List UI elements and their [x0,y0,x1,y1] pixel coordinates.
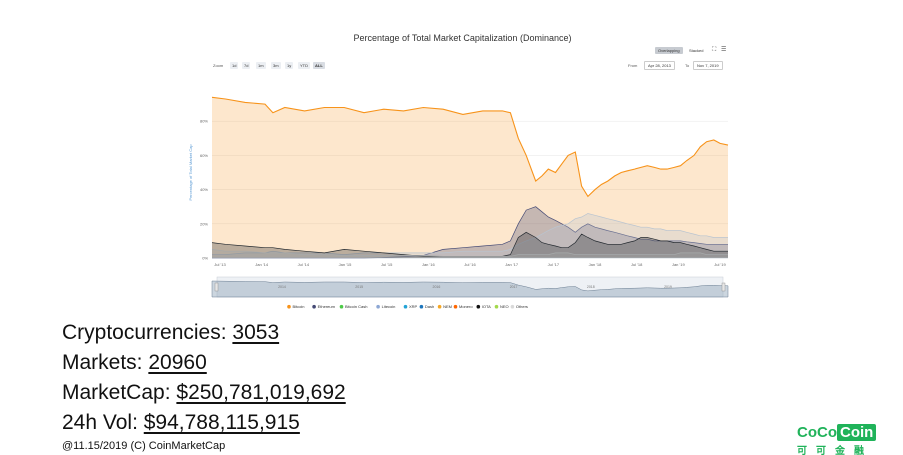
stacked-button[interactable]: Stacked [689,48,704,53]
market-stats: Cryptocurrencies: 3053 Markets: 20960 Ma… [62,318,346,438]
marketcap-label: MarketCap: [62,381,171,404]
x-tick-label: Jul '19 [714,262,726,267]
navigator-tick-label: 2015 [355,285,363,289]
series-area-others [212,213,728,258]
overlapping-button[interactable]: Overlapping [655,47,683,54]
legend-marker-neo [494,304,499,309]
navigator-tick-label: 2019 [664,285,672,289]
series-line-others [212,213,728,255]
legend-marker-nem [437,304,442,309]
navigator-series [211,280,729,298]
logo-chinese-text: 可可金融 [797,446,873,455]
x-tick-label: Jul '17 [548,262,560,267]
cococoin-logo: CoCo Coin 可可金融 [797,424,881,455]
logo-wordmark: CoCo Coin [797,424,881,441]
legend-item-bitcoin-cash: Bitcoin Cash [345,304,367,309]
markets-value: 20960 [148,351,207,374]
y-tick-label: 40% [200,187,208,192]
navigator-tick-label: 2014 [278,285,286,289]
legend-marker-bitcoin [287,304,291,309]
legend-marker-xrp [403,304,408,309]
legend-marker-others [510,304,515,309]
fullscreen-icon[interactable]: ⛶ [712,47,717,53]
y-tick-label: 80% [200,119,208,124]
logo-text-b: Coin [837,424,877,441]
x-tick-label: Jan '15 [339,262,353,267]
markets-stat: Markets: 20960 [62,348,346,378]
from-label: From [628,63,638,68]
marketcap-stat: MarketCap: $250,781,019,692 [62,378,346,408]
y-axis-label: Percentage of Total Market Cap [188,144,193,201]
navigator-tick-label: 2018 [587,285,595,289]
series-area-bitcoin [212,97,728,258]
navigator-tick-label: 2016 [433,285,441,289]
x-tick-label: Jan '14 [255,262,269,267]
legend-item-xrp: XRP [409,304,418,309]
x-tick-label: Jan '17 [505,262,519,267]
chart-title: Percentage of Total Market Capitalizatio… [353,33,572,43]
cryptocurrencies-value: 3053 [232,321,280,344]
x-tick-label: Jan '19 [672,262,686,267]
menu-icon[interactable]: ☰ [721,47,727,53]
legend-item-monero: Monero [459,304,473,309]
x-tick-label: Jul '15 [381,262,393,267]
legend-marker-litecoin [376,304,380,309]
navigator-tick-label: 2017 [510,285,518,289]
series-line-xrp [211,231,728,257]
series-area-xrp [212,232,728,258]
zoom-button-all[interactable]: ALL [313,62,325,69]
legend-item-litecoin: Litecoin [382,304,396,309]
legend-item-bitcoin: Bitcoin [293,304,305,309]
x-tick-label: Jan '16 [422,262,436,267]
chart-svg: 0% 20% 40% 60% 80% Percentage of Total Market… [188,96,729,309]
volume-label: 24h Vol: [62,411,138,434]
dominance-chart: Percentage of Total Market Capitalizatio… [185,25,740,315]
zoom-button-ytd[interactable]: YTD [298,62,310,69]
series-line-litecoin [211,249,728,257]
zoom-label: Zoom [213,63,224,68]
x-tick-label: Jul '18 [631,262,643,267]
y-tick-label: 60% [200,153,208,158]
legend-item-dash: Dash [425,304,434,309]
legend-marker-iota [476,304,481,309]
zoom-button-1y[interactable]: 1y [285,62,294,69]
series-area-litecoin [212,249,728,258]
to-date-input[interactable]: Nov 7, 2019 [693,61,723,70]
legend-item-others: Others [516,304,528,309]
legend-item-iota: IOTA [482,304,491,309]
zoom-button-3m[interactable]: 3m [271,62,281,69]
volume-value: $94,788,115,915 [143,411,300,434]
x-tick-label: Jan '18 [589,262,603,267]
marketcap-value: $250,781,019,692 [176,381,346,404]
legend-item-ethereum: Ethereum [318,304,336,309]
logo-text-a: CoCo [797,424,837,441]
x-tick-label: Jul '14 [298,262,310,267]
cryptocurrencies-label: Cryptocurrencies: [62,321,227,344]
x-tick-label: Jul '16 [464,262,476,267]
legend-marker-monero [453,304,458,309]
y-tick-label: 20% [200,221,208,226]
navigator-handle-left [214,282,219,292]
markets-label: Markets: [62,351,143,374]
series-line-bitcoin [211,96,729,198]
volume-stat: 24h Vol: $94,788,115,915 [62,408,346,438]
legend-marker-dash [419,304,424,309]
x-tick-label: Jul '13 [214,262,226,267]
from-date-input[interactable]: Apr 28, 2013 [644,61,675,70]
footer-credit: @11.15/2019 (C) CoinMarketCap [62,440,226,452]
navigator-handle-right [721,282,726,292]
to-label: To [685,63,690,68]
zoom-button-7d[interactable]: 7d [242,62,251,69]
y-tick-label: 0% [202,256,208,261]
series-area-ethereum [212,206,728,258]
cryptocurrencies-stat: Cryptocurrencies: 3053 [62,318,346,348]
legend-item-nem: NEM [443,304,452,309]
zoom-button-1d[interactable]: 1d [230,62,239,69]
legend-marker-bitcoin-cash [339,304,344,309]
legend-marker-ethereum [312,304,316,309]
zoom-button-1m[interactable]: 1m [256,62,266,69]
legend-item-neo: NEO [500,304,509,309]
